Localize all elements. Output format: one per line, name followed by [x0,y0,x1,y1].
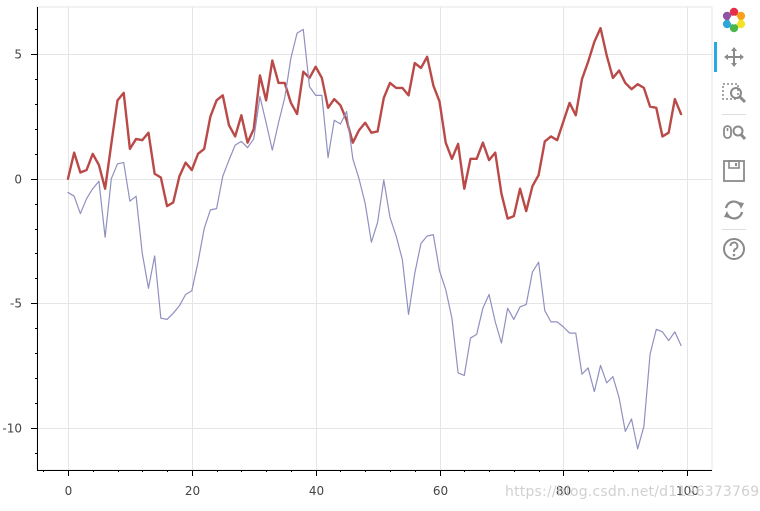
chart-canvas[interactable]: 0 20 40 60 80 100 5 0 -5 -10 [0,0,714,511]
help-tool-button[interactable] [719,234,749,264]
bokeh-logo-icon[interactable] [719,5,749,35]
save-icon [723,160,745,182]
wheel-zoom-icon [723,125,747,140]
watermark-text: https://blog.csdn.net/d1126373769 [505,484,760,500]
save-tool-button[interactable] [719,156,749,186]
move-icon [724,47,744,67]
series-line-1 [66,26,683,220]
y-tick-label: 5 [14,48,22,62]
chart[interactable]: 0 20 40 60 80 100 5 0 -5 -10 [0,0,714,511]
help-icon [723,238,745,260]
axes: 0 20 40 60 80 100 5 0 -5 -10 [2,7,712,498]
pan-tool-button[interactable] [714,42,749,72]
x-tick-label: 0 [65,484,73,498]
toolbar-divider [722,229,746,230]
y-tick-label: -10 [2,422,22,436]
y-tick-label: -5 [10,297,22,311]
reset-icon [724,200,744,220]
y-tick-label: 0 [14,173,22,187]
x-tick-label: 40 [309,484,324,498]
series-line-2 [67,28,682,450]
bokeh-logo-graphic [722,7,746,33]
x-tick-label: 60 [433,484,448,498]
wheel-zoom-tool-button[interactable] [719,118,749,148]
box-zoom-icon [722,83,747,104]
plot-frame [36,6,713,471]
toolbar-divider [722,114,746,115]
series-group [66,26,683,450]
reset-tool-button[interactable] [719,195,749,225]
x-tick-label: 20 [185,484,200,498]
x-tick-label: 100 [676,484,699,498]
x-tick-label: 80 [556,484,571,498]
box-zoom-tool-button[interactable] [719,80,749,110]
toolbar [714,0,760,511]
grid [36,6,713,471]
